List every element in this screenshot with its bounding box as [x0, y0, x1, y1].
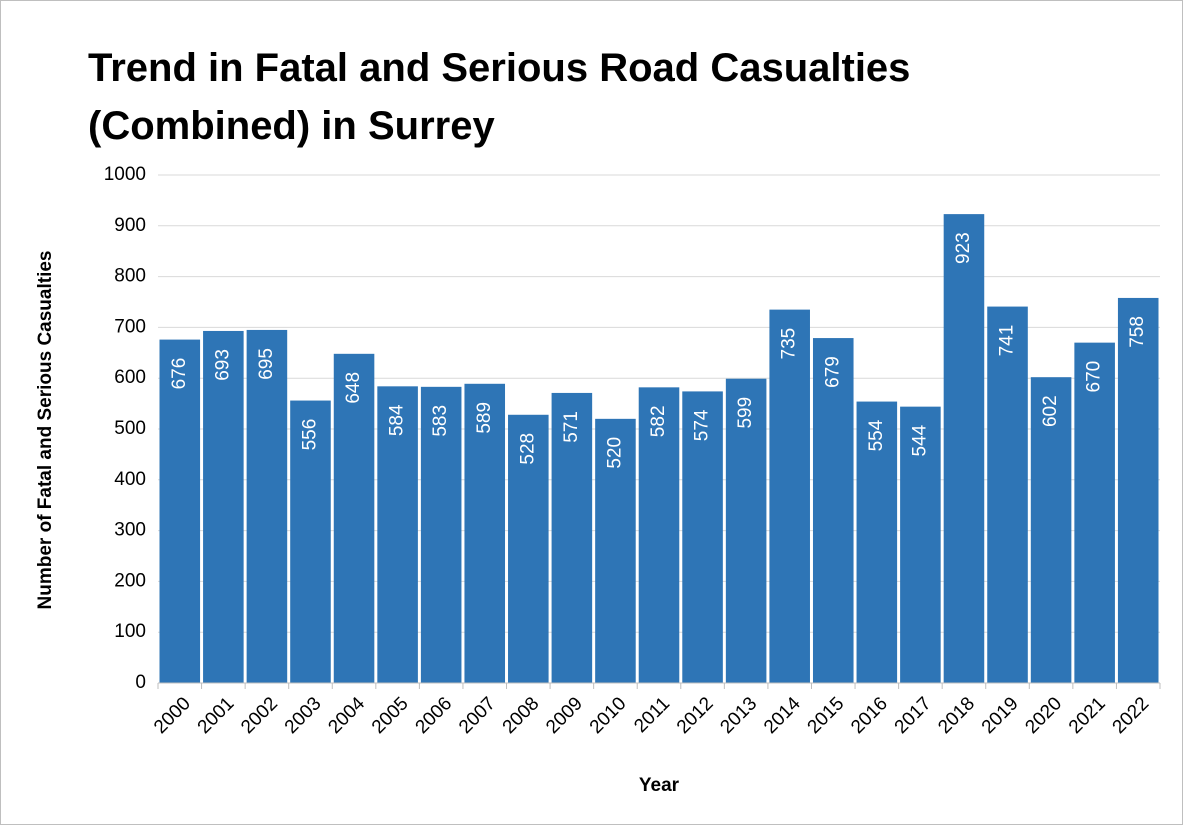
bar: [812, 338, 854, 683]
value-label: 554: [866, 419, 887, 451]
value-label: 693: [212, 349, 233, 381]
bar: [595, 418, 636, 683]
value-label: 695: [256, 348, 277, 380]
bar: [508, 414, 549, 683]
bar: [464, 383, 506, 683]
bar: [900, 406, 941, 683]
bar: [246, 329, 288, 683]
bar: [551, 392, 593, 683]
value-label: 571: [561, 411, 582, 443]
y-tick-label: 800: [114, 266, 146, 287]
value-label: 670: [1084, 361, 1105, 393]
value-label: 648: [343, 372, 364, 404]
value-label: 556: [299, 419, 320, 451]
bar: [1117, 297, 1159, 683]
y-tick-label: 300: [114, 520, 146, 541]
bar: [420, 386, 462, 683]
y-tick-label: 100: [114, 621, 146, 642]
bar: [856, 401, 898, 683]
y-tick-label: 900: [114, 215, 146, 236]
value-label: 582: [648, 405, 669, 437]
y-tick-label: 500: [114, 418, 146, 439]
chart-title: Trend in Fatal and Serious Road Casualti…: [88, 46, 910, 148]
value-label: 676: [169, 358, 190, 390]
value-label: 741: [997, 325, 1018, 357]
bar: [987, 306, 1028, 683]
value-label: 735: [779, 328, 800, 360]
y-tick-label: 0: [135, 672, 146, 693]
bar: [203, 330, 244, 683]
bar: [1074, 342, 1115, 683]
value-label: 599: [735, 397, 756, 429]
value-label: 679: [822, 356, 843, 388]
value-label: 574: [692, 409, 713, 441]
value-label: 544: [909, 424, 930, 456]
value-label: 758: [1127, 316, 1148, 348]
y-tick-label: 1000: [104, 164, 146, 185]
chart-title-text: Trend in Fatal and Serious Road Casualti…: [88, 46, 910, 148]
value-label: 520: [604, 437, 625, 469]
bar: [769, 309, 810, 683]
value-label: 589: [474, 402, 495, 434]
bar: [943, 214, 985, 683]
bar: [333, 353, 375, 683]
bar: [377, 386, 418, 683]
bar: [725, 378, 767, 683]
bar: [638, 387, 680, 683]
value-label: 923: [953, 232, 974, 264]
y-tick-label: 200: [114, 570, 146, 591]
bar: [290, 400, 331, 683]
value-label: 583: [430, 405, 451, 437]
bar: [1030, 377, 1072, 683]
y-tick-label: 400: [114, 469, 146, 490]
value-label: 528: [517, 433, 538, 465]
y-tick-label: 700: [114, 316, 146, 337]
value-label: 602: [1040, 395, 1061, 427]
y-axis-title: Number of Fatal and Serious Casualties: [35, 251, 56, 610]
value-label: 584: [387, 404, 408, 436]
y-tick-label: 600: [114, 367, 146, 388]
x-axis-title: Year: [639, 775, 680, 796]
bar: [682, 391, 723, 683]
bar: [159, 339, 201, 683]
